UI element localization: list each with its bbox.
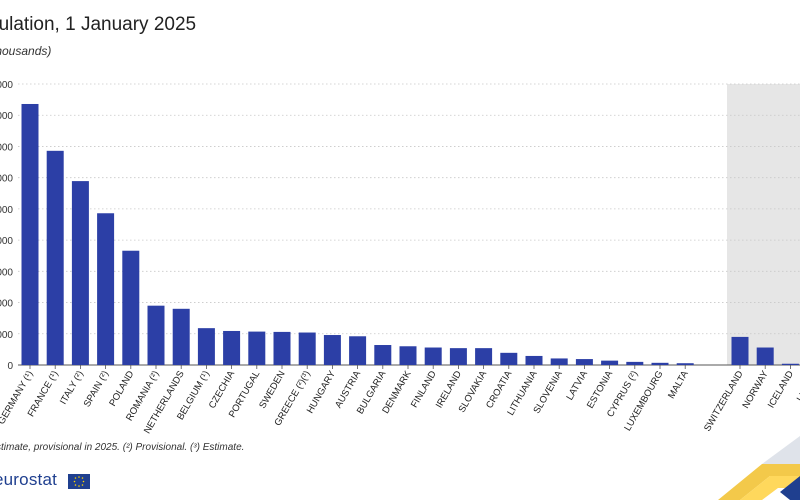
bar [651,362,669,365]
eurostat-corner-logo [718,436,800,500]
bar [46,150,64,365]
bar [197,328,215,365]
bar [424,347,442,365]
bar [21,103,39,365]
bar [97,213,115,365]
y-tick-label: 000 [0,299,13,310]
bar [349,336,367,365]
y-tick-label: 0 [7,361,13,372]
chart-footnote: stimate, provisional in 2025. (²) Provis… [0,442,245,453]
y-tick-label: 000 [0,205,13,216]
bar [122,250,140,365]
x-tick-label: GERMANY (¹) [0,369,36,426]
bar [756,347,774,365]
x-tick-label: ITALY (²) [58,369,86,407]
bar [172,308,190,365]
y-tick-label: 000 [0,80,13,91]
bar [273,331,291,365]
y-tick-label: 000 [0,174,13,185]
bar [71,181,89,365]
y-tick-label: 000 [0,330,13,341]
bar [323,335,341,365]
eurostat-brand: eurostat [0,470,58,489]
eu-flag-icon [68,474,90,489]
y-tick-label: 000 [0,236,13,247]
chart-subtitle: thousands) [0,44,52,58]
bar [399,346,417,365]
x-tick-label: SWITZERLAND [702,369,746,434]
bar [248,331,266,365]
y-tick-label: 000 [0,111,13,122]
bar [626,361,644,365]
bar [500,352,518,365]
footer-bar [0,463,800,500]
chart-title: pulation, 1 January 2025 [0,14,197,35]
y-tick-label: 000 [0,142,13,153]
bar [575,359,593,365]
x-tick-label: LATVIA [564,368,590,402]
bar [525,355,543,365]
bar [550,358,568,365]
bar [731,336,749,365]
bar [601,360,619,365]
bar [781,363,799,365]
bar [298,332,316,365]
x-tick-label: LIECHT [795,369,800,404]
y-tick-label: 000 [0,267,13,278]
bar [475,348,493,365]
bar [374,345,392,365]
bar [147,305,165,365]
efta-shaded-region [727,84,800,365]
bar [223,330,241,365]
bar [676,363,694,365]
bar [449,348,467,365]
x-tick-label: MALTA [666,368,691,400]
